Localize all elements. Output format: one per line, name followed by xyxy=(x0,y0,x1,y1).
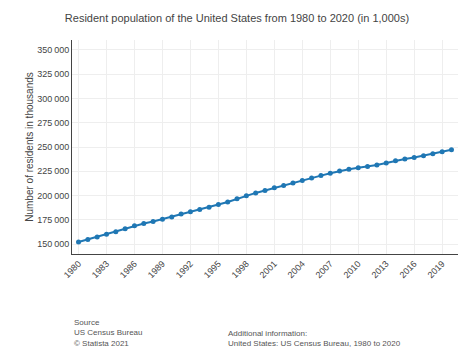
svg-text:1980: 1980 xyxy=(62,259,83,280)
svg-text:2019: 2019 xyxy=(426,259,447,280)
svg-text:SourceUS Census Bureau© Statis: SourceUS Census Bureau© Statista 2021 xyxy=(74,318,142,348)
svg-text:325 000: 325 000 xyxy=(37,69,69,79)
svg-text:2013: 2013 xyxy=(370,259,391,280)
svg-text:150 000: 150 000 xyxy=(37,239,69,249)
svg-text:250 000: 250 000 xyxy=(37,142,69,152)
svg-text:1998: 1998 xyxy=(230,259,251,280)
svg-text:2001: 2001 xyxy=(258,259,279,280)
svg-text:300 000: 300 000 xyxy=(37,94,69,104)
svg-text:1992: 1992 xyxy=(174,259,195,280)
svg-text:225 000: 225 000 xyxy=(37,166,69,176)
svg-text:Additional information:United: Additional information:United States: US… xyxy=(228,329,401,348)
svg-text:2016: 2016 xyxy=(398,259,419,280)
svg-text:2007: 2007 xyxy=(314,259,335,280)
svg-text:2004: 2004 xyxy=(286,259,307,280)
svg-text:275 000: 275 000 xyxy=(37,118,69,128)
svg-text:1986: 1986 xyxy=(118,259,139,280)
svg-text:Resident population of the Uni: Resident population of the United States… xyxy=(65,12,409,24)
svg-text:200 000: 200 000 xyxy=(37,191,69,201)
svg-text:350 000: 350 000 xyxy=(37,45,69,55)
svg-text:1989: 1989 xyxy=(146,259,167,280)
svg-text:1983: 1983 xyxy=(90,259,111,280)
svg-text:1995: 1995 xyxy=(202,259,223,280)
svg-text:175 000: 175 000 xyxy=(37,215,69,225)
svg-text:Number of residents in thousan: Number of residents in thousands xyxy=(24,72,35,222)
svg-text:2010: 2010 xyxy=(342,259,363,280)
